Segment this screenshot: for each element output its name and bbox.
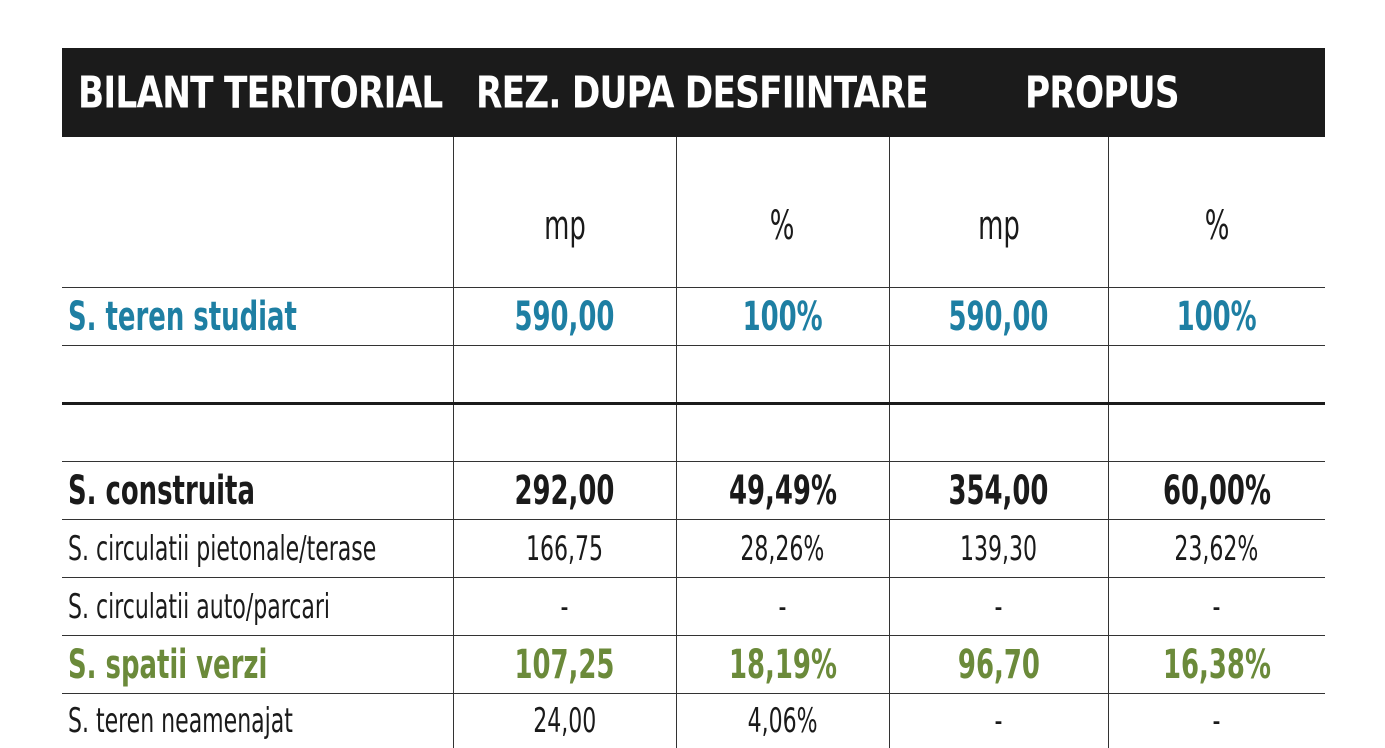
value-cell: - xyxy=(1108,578,1325,636)
units-label-cell xyxy=(62,137,453,288)
territorial-balance-table: BILANT TERITORIAL REZ. DUPA DESFIINTARE … xyxy=(62,48,1325,748)
value-cell: 23,62% xyxy=(1108,520,1325,578)
value-cell: - xyxy=(889,578,1108,636)
value-cell: 590,00 xyxy=(453,288,676,346)
unit-cell: mp xyxy=(889,137,1108,288)
value-cell: 4,06% xyxy=(676,694,889,748)
blank-cell xyxy=(453,404,676,462)
blank-cell xyxy=(676,404,889,462)
table-row-construita: S. construita 292,00 49,49% 354,00 60,00… xyxy=(62,462,1325,520)
table-row-circulatii-pietonale: S. circulatii pietonale/terase 166,75 28… xyxy=(62,520,1325,578)
table-row-blank xyxy=(62,404,1325,462)
value-cell: - xyxy=(676,578,889,636)
blank-cell xyxy=(1108,404,1325,462)
header-propus: PROPUS xyxy=(1025,67,1179,118)
header-rez-dupa-desfiintare: REZ. DUPA DESFIINTARE xyxy=(476,67,928,118)
value-cell: 18,19% xyxy=(676,636,889,694)
unit-cell: mp xyxy=(453,137,676,288)
value-cell: 590,00 xyxy=(889,288,1108,346)
value-cell: 100% xyxy=(1108,288,1325,346)
table-row-teren-neamenajat: S. teren neamenajat 24,00 4,06% - - xyxy=(62,694,1325,748)
value-cell: 60,00% xyxy=(1108,462,1325,520)
row-label: S. teren studiat xyxy=(62,288,453,346)
value-cell: 24,00 xyxy=(453,694,676,748)
unit-cell: % xyxy=(676,137,889,288)
value-cell: 96,70 xyxy=(889,636,1108,694)
row-label: S. construita xyxy=(62,462,453,520)
value-cell: 16,38% xyxy=(1108,636,1325,694)
value-cell: - xyxy=(1108,694,1325,748)
table-row-spatii-verzi: S. spatii verzi 107,25 18,19% 96,70 16,3… xyxy=(62,636,1325,694)
table-row-circulatii-auto: S. circulatii auto/parcari - - - - xyxy=(62,578,1325,636)
blank-cell xyxy=(889,346,1108,404)
value-cell: 107,25 xyxy=(453,636,676,694)
blank-cell xyxy=(453,346,676,404)
table-row-teren-studiat: S. teren studiat 590,00 100% 590,00 100% xyxy=(62,288,1325,346)
header-bilant-teritorial: BILANT TERITORIAL xyxy=(78,67,442,118)
value-cell: 28,26% xyxy=(676,520,889,578)
value-cell: 100% xyxy=(676,288,889,346)
value-cell: 354,00 xyxy=(889,462,1108,520)
blank-cell xyxy=(62,346,453,404)
value-cell: 139,30 xyxy=(889,520,1108,578)
value-cell: 292,00 xyxy=(453,462,676,520)
value-cell: 49,49% xyxy=(676,462,889,520)
row-label: S. circulatii auto/parcari xyxy=(62,578,453,636)
table-row-blank xyxy=(62,346,1325,404)
value-cell: 166,75 xyxy=(453,520,676,578)
value-cell: - xyxy=(453,578,676,636)
data-table: mp % mp % S. teren studiat 590,00 100% 5… xyxy=(62,137,1325,748)
blank-cell xyxy=(889,404,1108,462)
units-row: mp % mp % xyxy=(62,137,1325,288)
unit-cell: % xyxy=(1108,137,1325,288)
row-label: S. spatii verzi xyxy=(62,636,453,694)
row-label: S. circulatii pietonale/terase xyxy=(62,520,453,578)
row-label: S. teren neamenajat xyxy=(62,694,453,748)
blank-cell xyxy=(62,404,453,462)
table-header: BILANT TERITORIAL REZ. DUPA DESFIINTARE … xyxy=(62,48,1325,137)
value-cell: - xyxy=(889,694,1108,748)
blank-cell xyxy=(1108,346,1325,404)
blank-cell xyxy=(676,346,889,404)
